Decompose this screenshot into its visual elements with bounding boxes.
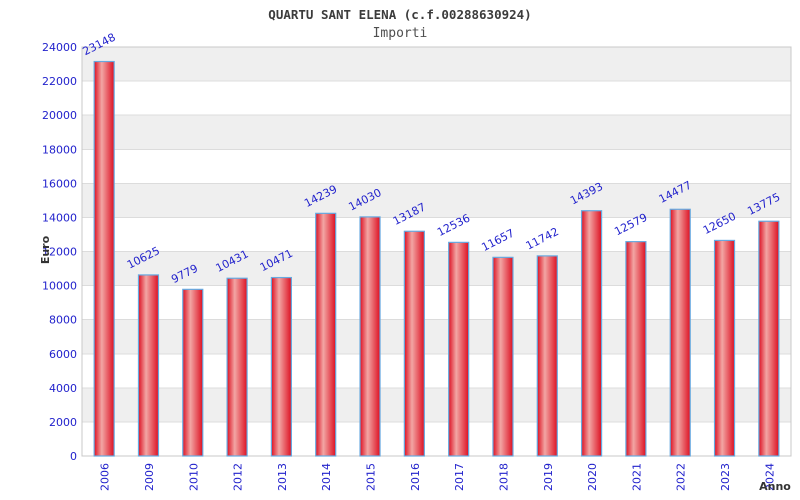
- x-tick-label: 2014: [320, 463, 333, 491]
- bar-2013: [270, 276, 293, 457]
- x-tick-label: 2021: [630, 463, 643, 491]
- bar-2019: [536, 255, 558, 457]
- bar-2023: [713, 239, 736, 457]
- chart-subtitle: Importi: [372, 26, 428, 41]
- x-tick-label: 2015: [365, 463, 378, 491]
- x-axis-tick-labels: 2006 2009 2010 2012 2013 2014 2015 2016 2017 2018…: [99, 463, 777, 491]
- y-tick-label: 6000: [49, 348, 77, 361]
- bar-2012: [226, 277, 248, 457]
- bar-2006: [93, 60, 115, 457]
- bar-2015: [359, 216, 381, 457]
- y-tick-label: 14000: [42, 211, 77, 224]
- plot-band: [82, 47, 791, 82]
- x-tick-label: 2006: [99, 463, 112, 491]
- x-tick-label: 2009: [143, 463, 156, 491]
- x-tick-label: 2019: [542, 463, 555, 491]
- bar-2024: [758, 220, 780, 457]
- chart-title: QUARTU SANT ELENA (c.f.00288630924): [268, 7, 532, 22]
- x-tick-label: 2012: [232, 463, 245, 491]
- x-axis-title: Anno: [759, 480, 791, 493]
- bar-2009: [137, 274, 160, 457]
- y-axis-tick-labels: 0 2000 4000 6000 8000 10000 12000 14000 16000 180…: [42, 41, 77, 463]
- x-tick-label: 2013: [276, 463, 289, 491]
- plot-border: [81, 46, 792, 457]
- plot-area: 0 2000 4000 6000 8000 10000 12000 14000 16000 180…: [42, 31, 792, 491]
- bar-2021: [625, 241, 647, 457]
- y-tick-label: 4000: [49, 382, 77, 395]
- bar-2017: [448, 241, 470, 457]
- bar-2010: [182, 288, 204, 457]
- y-tick-label: 18000: [42, 143, 77, 156]
- y-tick-label: 0: [70, 450, 77, 463]
- y-tick-label: 24000: [42, 41, 77, 54]
- x-tick-label: 2022: [675, 463, 688, 491]
- y-tick-label: 20000: [42, 109, 77, 122]
- y-axis-title: Euro: [39, 235, 52, 264]
- bar-2020: [580, 210, 603, 457]
- x-tick-label: 2010: [187, 463, 200, 491]
- plot-band: [82, 149, 791, 184]
- bars: [93, 60, 780, 457]
- x-tick-label: 2024: [763, 463, 776, 491]
- y-tick-label: 10000: [42, 280, 77, 293]
- bar-2022: [669, 208, 691, 457]
- y-tick-label: 2000: [49, 416, 77, 429]
- y-tick-label: 12000: [42, 246, 77, 259]
- bar-2018: [492, 256, 514, 457]
- x-tick-label: 2023: [719, 463, 732, 491]
- y-tick-label: 8000: [49, 314, 77, 327]
- x-tick-label: 2020: [586, 463, 599, 491]
- bar-2016: [403, 230, 425, 457]
- y-tick-label: 16000: [42, 177, 77, 190]
- y-tick-label: 22000: [42, 75, 77, 88]
- x-tick-label: 2016: [409, 463, 422, 491]
- x-tick-label: 2018: [497, 463, 510, 491]
- plot-band: [82, 81, 791, 116]
- bar-2014: [315, 212, 337, 457]
- x-tick-label: 2017: [453, 463, 466, 491]
- plot-band: [82, 115, 791, 150]
